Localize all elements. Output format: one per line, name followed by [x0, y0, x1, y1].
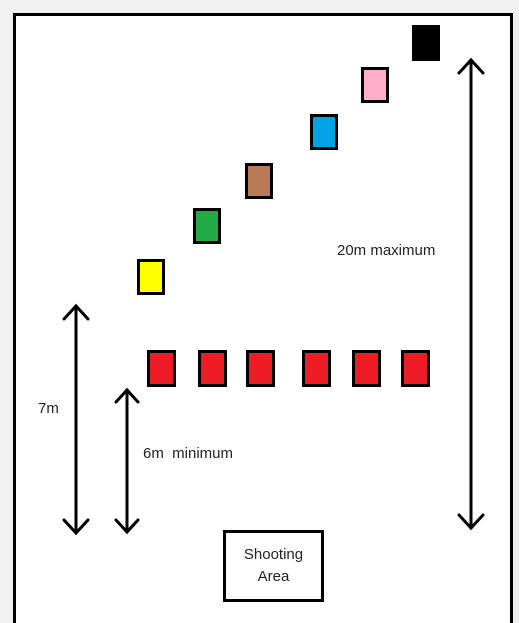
target-pink — [361, 67, 389, 103]
shooting-area-line2: Area — [257, 568, 290, 585]
target-blue — [310, 114, 338, 150]
target-red — [302, 350, 331, 387]
target-red — [401, 350, 430, 387]
target-red — [147, 350, 176, 387]
shooting-area-box: Shooting Area — [223, 530, 324, 602]
target-brown — [245, 163, 273, 199]
target-yellow — [137, 259, 165, 295]
seven-m-label: 7m — [38, 400, 59, 417]
max-distance-label: 20m maximum — [337, 242, 436, 259]
target-red — [246, 350, 275, 387]
shooting-area-line1: Shooting — [243, 546, 304, 564]
range-boundary — [13, 13, 513, 623]
target-black — [412, 25, 440, 61]
target-red — [198, 350, 227, 387]
target-green — [193, 208, 221, 244]
target-red — [352, 350, 381, 387]
min-distance-label: 6m minimum — [143, 445, 234, 462]
